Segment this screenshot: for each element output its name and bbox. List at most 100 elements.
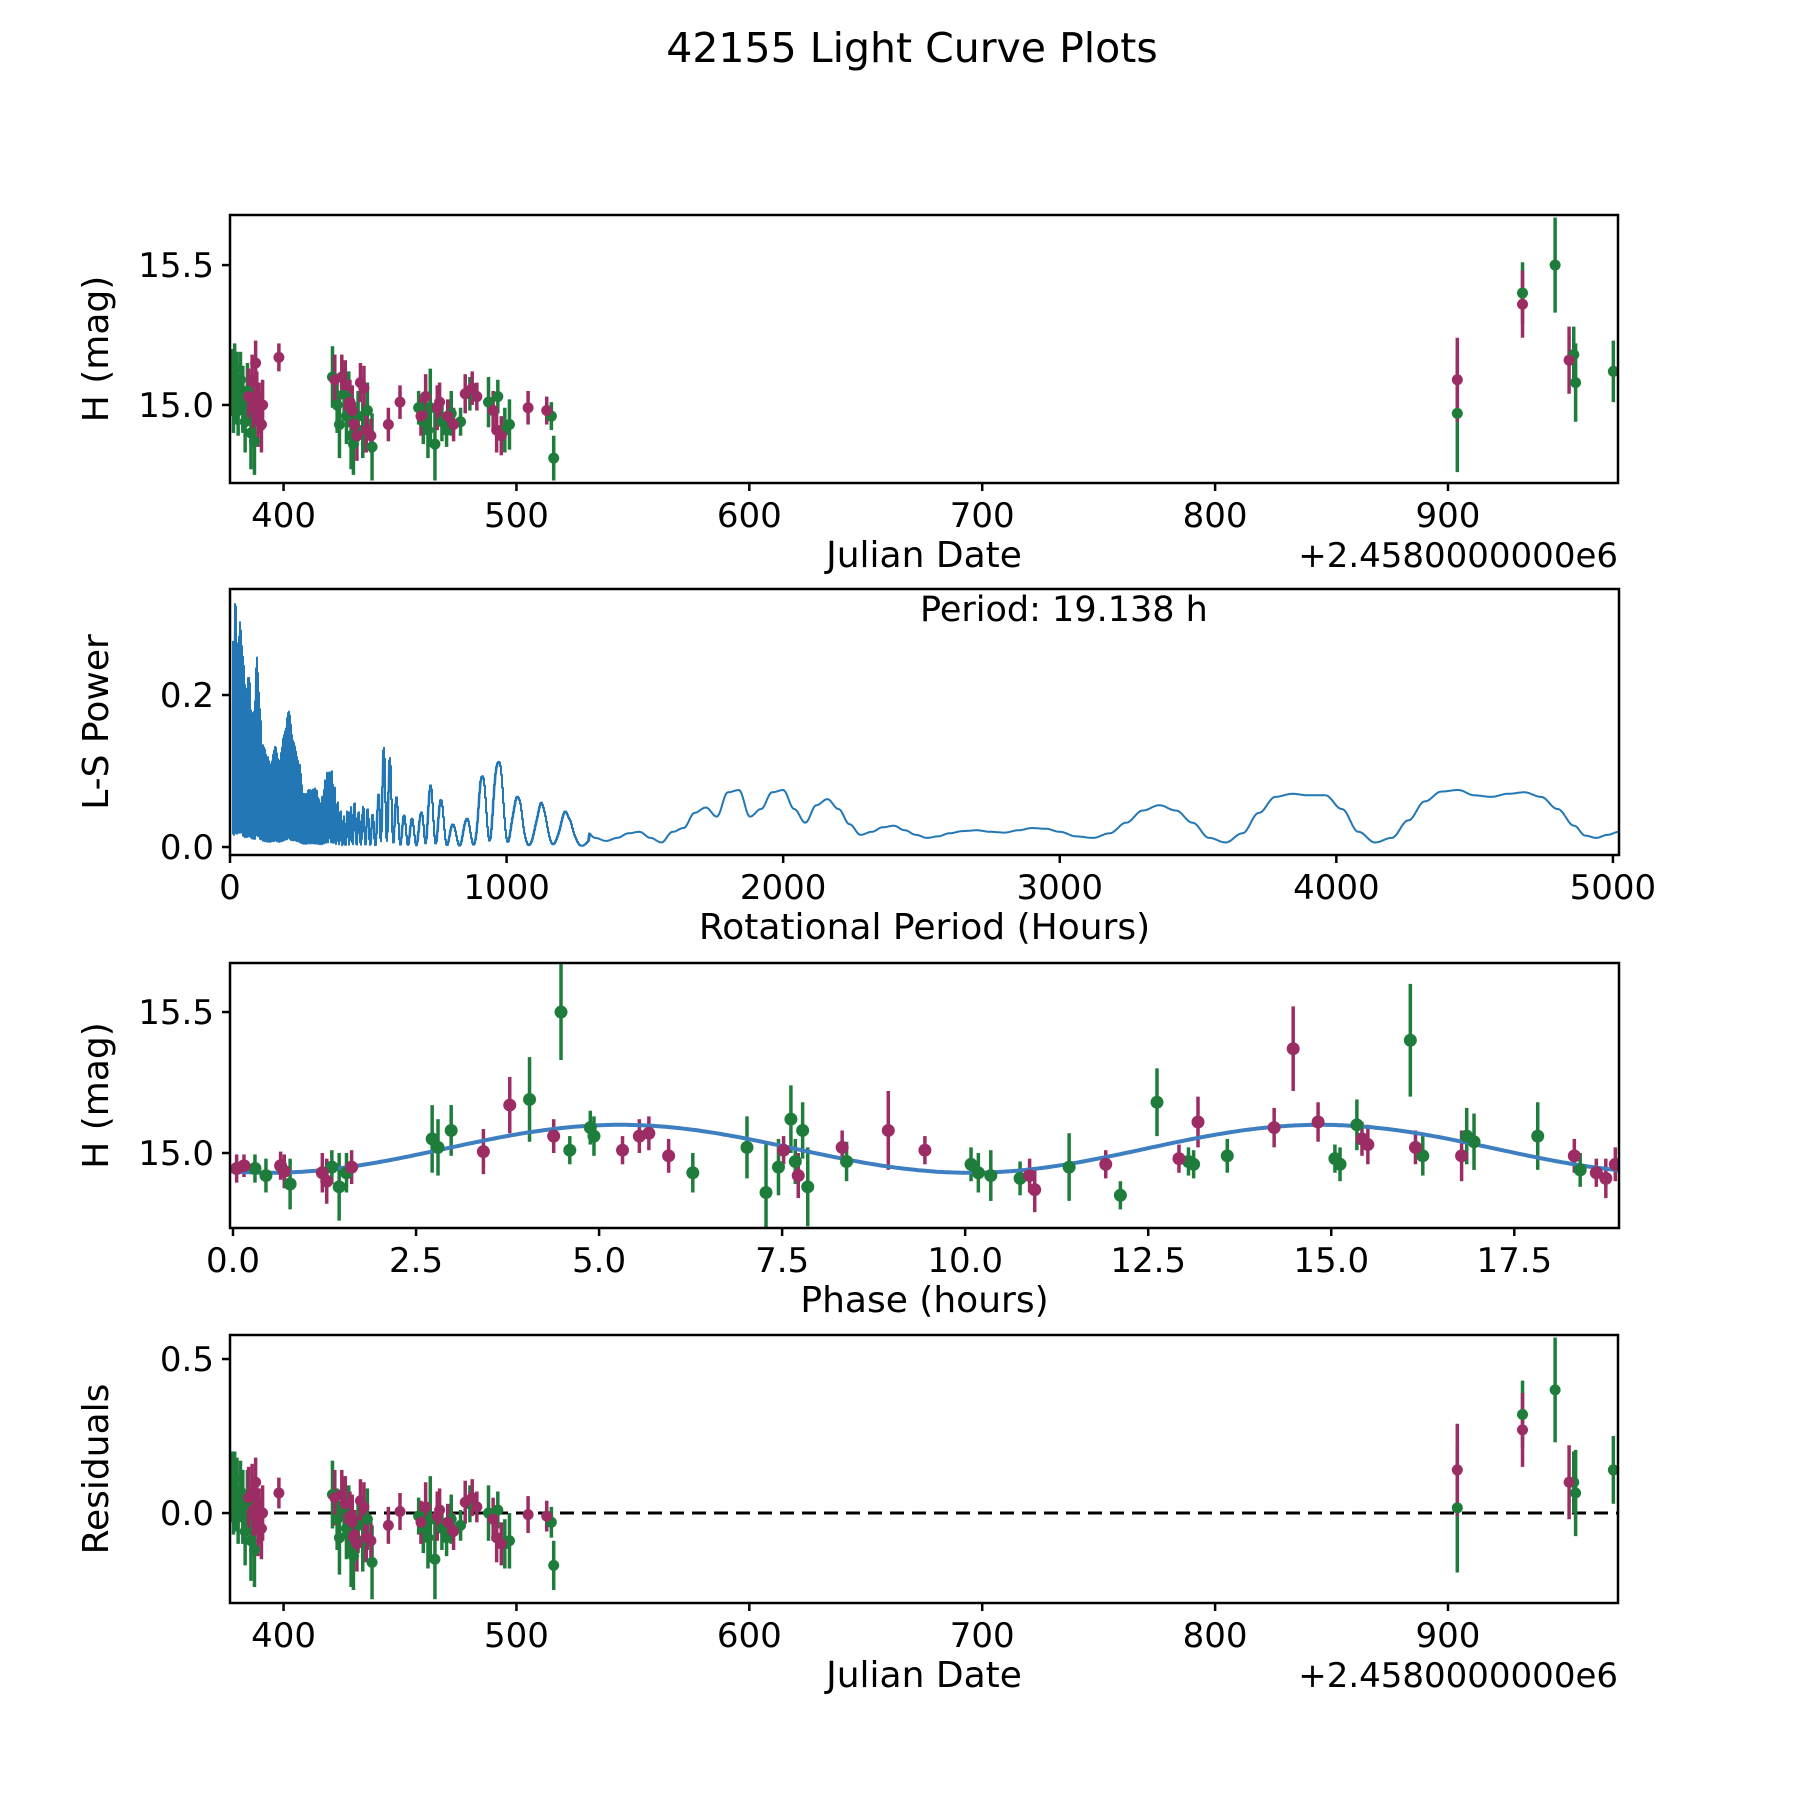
y-axis-label: H (mag) xyxy=(76,1022,117,1169)
data-point xyxy=(365,1535,377,1547)
data-point xyxy=(344,396,356,408)
x-tick-label: 12.5 xyxy=(1110,1241,1186,1281)
periodogram-curve xyxy=(232,603,1619,847)
data-point xyxy=(1467,1135,1481,1149)
data-point xyxy=(251,391,263,403)
data-point xyxy=(984,1169,998,1183)
data-point xyxy=(1099,1157,1113,1171)
data-point xyxy=(237,1159,251,1173)
data-point xyxy=(248,1162,262,1176)
subplot-phase-folded: 0.0 2.5 5.0 7.5 10.0 12.5 15.0 17.5 15.0 15.5 Phas… xyxy=(76,961,1621,1321)
x-axis-offset-label: +2.4580000000e6 xyxy=(1298,1656,1618,1696)
data-point xyxy=(1455,1149,1469,1163)
data-point xyxy=(1403,1033,1417,1047)
data-point xyxy=(964,1157,978,1171)
data-point xyxy=(332,1180,346,1194)
data-point xyxy=(245,427,257,439)
data-point xyxy=(554,1005,568,1019)
data-point xyxy=(835,1140,849,1154)
x-tick-label: 700 xyxy=(950,1616,1015,1656)
data-point xyxy=(771,1160,785,1174)
data-point xyxy=(476,1145,490,1159)
data-point xyxy=(1416,1149,1430,1163)
plot-frame xyxy=(228,961,1621,1230)
data-point xyxy=(1549,1384,1561,1396)
data-point xyxy=(547,1129,561,1143)
markers-observer-set-1-green xyxy=(248,1005,1587,1202)
x-tick-label: 10.0 xyxy=(927,1241,1003,1281)
data-point xyxy=(796,1123,810,1137)
data-point xyxy=(1451,407,1463,419)
figure-title: 42155 Light Curve Plots xyxy=(666,24,1158,72)
data-point xyxy=(1517,287,1529,299)
data-point xyxy=(257,1507,269,1519)
data-point xyxy=(1187,1157,1201,1171)
plot-area-phase-folded xyxy=(230,964,1619,1228)
data-point xyxy=(523,1092,537,1106)
data-point xyxy=(548,1559,560,1571)
plot-frame xyxy=(228,213,1620,485)
data-point xyxy=(232,405,244,417)
x-tick-label: 900 xyxy=(1416,496,1481,536)
data-point xyxy=(801,1180,815,1194)
data-point xyxy=(1517,298,1529,310)
data-point xyxy=(234,374,246,386)
y-tick-label: 0.0 xyxy=(160,1494,214,1534)
data-point xyxy=(563,1143,577,1157)
data-point xyxy=(791,1169,805,1183)
markers-observer-set-1-green xyxy=(230,259,1618,464)
data-point xyxy=(788,1154,802,1168)
data-point xyxy=(548,452,560,464)
x-tick-label: 400 xyxy=(251,1616,316,1656)
y-tick-label: 0.2 xyxy=(160,676,214,716)
y-axis-label: H (mag) xyxy=(76,276,117,423)
data-point xyxy=(1191,1115,1205,1129)
data-point xyxy=(971,1166,985,1180)
data-point xyxy=(1408,1140,1422,1154)
data-point xyxy=(234,1485,246,1497)
data-point xyxy=(1023,1169,1037,1183)
x-axis-label: Phase (hours) xyxy=(800,1280,1048,1321)
subplot-residuals: 400 500 600 700 800 900 0.0 0.5 Julian Date Resid… xyxy=(76,1333,1620,1696)
plot-area-periodogram xyxy=(232,603,1619,847)
data-point xyxy=(273,351,285,363)
data-point xyxy=(336,1489,348,1501)
x-axis-label: Julian Date xyxy=(824,535,1022,576)
data-point xyxy=(366,441,378,453)
data-point xyxy=(487,1513,499,1525)
data-point xyxy=(662,1149,676,1163)
data-point xyxy=(1607,1464,1618,1476)
data-point xyxy=(1589,1166,1603,1180)
data-point xyxy=(339,379,351,391)
data-point xyxy=(444,1123,458,1137)
data-point xyxy=(442,410,454,422)
x-tick-label: 5000 xyxy=(1570,868,1657,908)
data-point xyxy=(1563,1476,1575,1488)
data-point xyxy=(331,1513,343,1525)
data-point xyxy=(1549,259,1561,271)
data-point xyxy=(339,1498,351,1510)
data-point xyxy=(346,405,358,417)
data-point xyxy=(503,419,515,431)
data-point xyxy=(429,438,441,450)
x-tick-label: 5.0 xyxy=(572,1241,626,1281)
data-point xyxy=(522,1509,534,1521)
data-point xyxy=(246,374,258,386)
data-point xyxy=(759,1185,773,1199)
data-point xyxy=(1286,1042,1300,1056)
data-point xyxy=(431,1140,445,1154)
data-point xyxy=(1608,1157,1619,1171)
data-point xyxy=(345,1160,359,1174)
data-point xyxy=(243,391,255,403)
period-annotation: Period: 19.138 h xyxy=(920,590,1208,630)
data-point xyxy=(420,391,432,403)
data-point xyxy=(616,1143,630,1157)
data-point xyxy=(361,1513,373,1525)
data-point xyxy=(1350,1118,1364,1132)
data-point xyxy=(1599,1171,1613,1185)
data-point xyxy=(1028,1183,1042,1197)
data-point xyxy=(349,1529,361,1541)
x-tick-label: 2000 xyxy=(740,868,827,908)
data-point xyxy=(394,396,406,408)
data-point xyxy=(257,399,269,411)
